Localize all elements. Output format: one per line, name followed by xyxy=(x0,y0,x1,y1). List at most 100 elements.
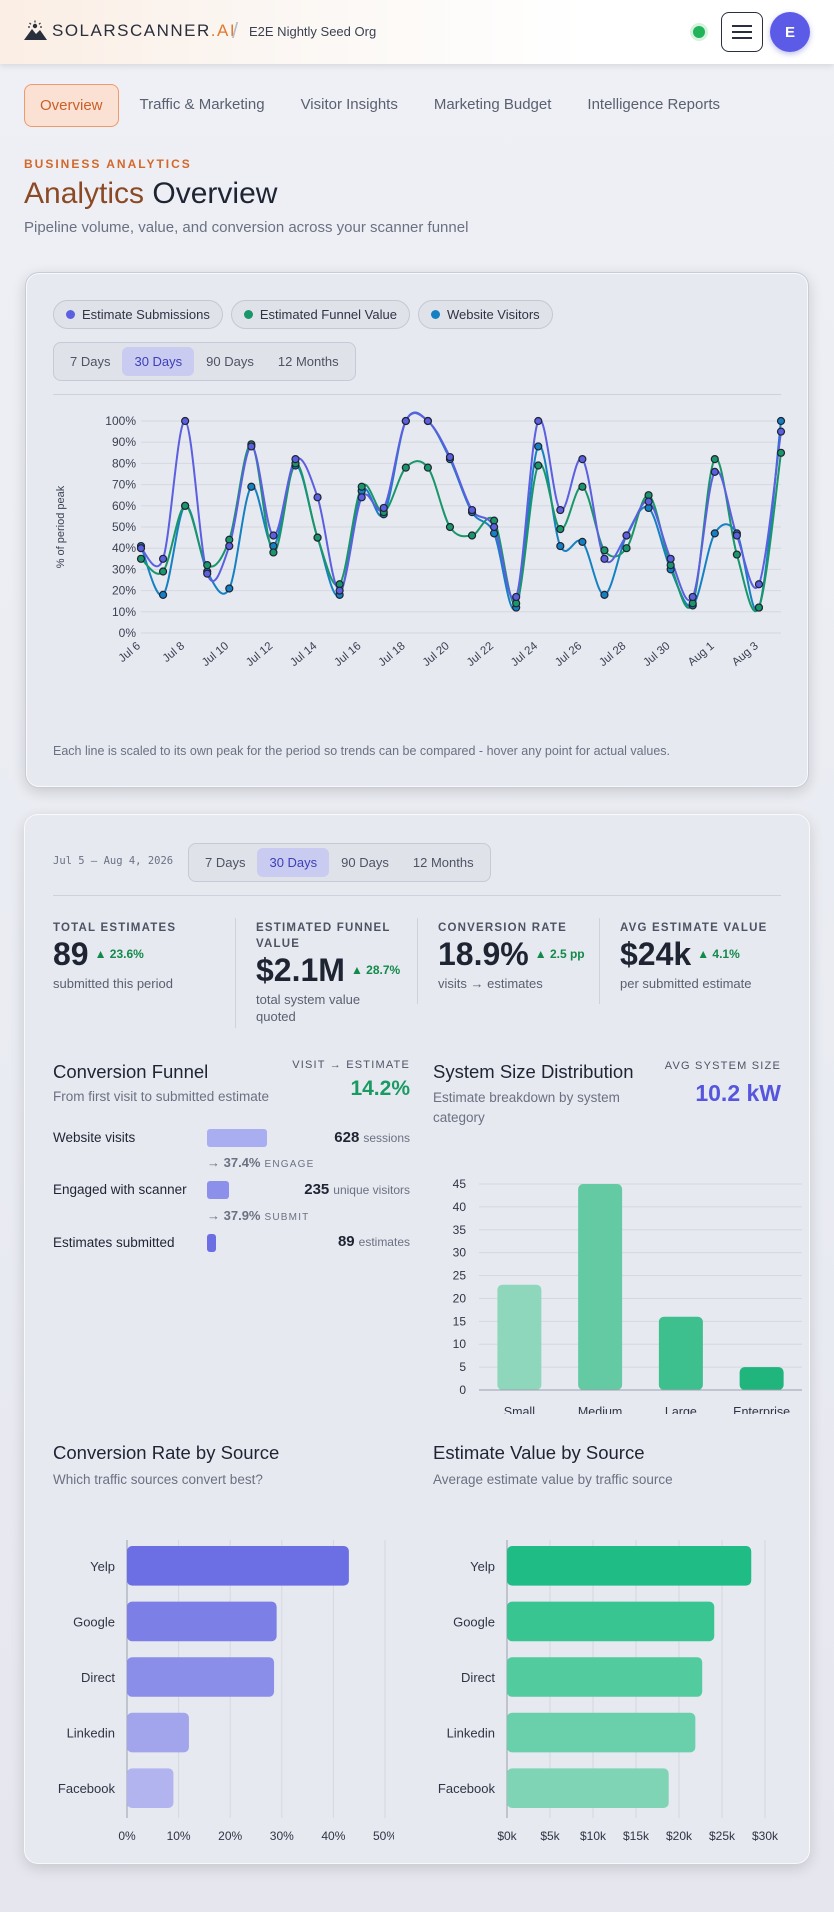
data-point xyxy=(732,531,741,540)
value-by-source-chart[interactable]: $0k $5k $10k $15k $20k $25k $30k Yelp Google Dire… xyxy=(404,1514,784,1854)
funnel-step-submit: → 37.9% SUBMIT xyxy=(207,1208,310,1223)
data-point xyxy=(313,533,322,542)
funnel-subtitle: From first visit to submitted estimate xyxy=(53,1089,270,1104)
y-tick-label: 10% xyxy=(112,605,136,619)
data-point xyxy=(181,501,190,510)
data-point xyxy=(247,442,256,451)
value-source-subtitle: Average estimate value by traffic source xyxy=(433,1472,673,1487)
bar-large xyxy=(658,1316,703,1390)
bar-facebook xyxy=(127,1768,174,1808)
funnel-step-engage: → 37.4% ENGAGE xyxy=(207,1155,315,1170)
data-point xyxy=(225,584,234,593)
x-tick-label: Jul 24 xyxy=(509,640,541,669)
tab-visitor-insights[interactable]: Visitor Insights xyxy=(300,96,398,113)
value-source-title: Estimate Value by Source xyxy=(433,1442,645,1463)
kpi-total-estimates: TOTAL ESTIMATES 89 ▲ 23.6% submitted this… xyxy=(53,922,177,991)
range-30-days[interactable]: 30 Days xyxy=(122,347,195,376)
range-7-days[interactable]: 7 Days xyxy=(70,354,111,369)
range-12-months[interactable]: 12 Months xyxy=(412,855,474,870)
data-point xyxy=(534,416,543,426)
x-tick-label: Jul 6 xyxy=(117,640,143,665)
bar-yelp xyxy=(127,1546,349,1586)
data-point xyxy=(203,561,212,570)
range-12-months[interactable]: 12 Months xyxy=(277,354,339,369)
y-tick-label: Linkedin xyxy=(447,1726,495,1741)
funnel-value-engaged: 235 unique visitors xyxy=(304,1181,410,1198)
data-point xyxy=(203,569,212,578)
data-point xyxy=(357,493,366,502)
legend-dot xyxy=(66,310,75,319)
data-point xyxy=(710,467,719,476)
legend-dot xyxy=(430,310,440,319)
range-7-days[interactable]: 7 Days xyxy=(205,855,246,870)
data-point xyxy=(313,493,322,502)
range-selector-summary: 7 Days 30 Days 90 Days 12 Months xyxy=(188,843,491,882)
divider xyxy=(53,394,781,395)
data-point xyxy=(401,463,410,472)
y-tick-label: Google xyxy=(73,1614,115,1629)
menu-button[interactable] xyxy=(721,12,763,52)
date-range: Jul 5 – Aug 4, 2026 xyxy=(53,855,174,867)
tab-overview[interactable]: Overview xyxy=(24,84,119,127)
kpi-conversion-rate: CONVERSION RATE 18.9% ▲ 2.5 pp visits → e… xyxy=(438,922,585,991)
data-point xyxy=(710,455,719,464)
data-point xyxy=(335,586,344,595)
y-tick-label: 35 xyxy=(453,1223,467,1237)
data-point xyxy=(556,541,565,551)
delta-badge: ▲ 28.7% xyxy=(350,963,401,977)
data-point xyxy=(291,455,300,464)
kpi-avg-estimate-value: AVG ESTIMATE VALUE $24k ▲ 4.1% per submit… xyxy=(620,922,768,991)
bar-small xyxy=(497,1284,542,1390)
bar-direct xyxy=(507,1657,703,1697)
y-tick-label: 25 xyxy=(453,1269,467,1283)
y-tick-label: Direct xyxy=(461,1670,495,1685)
y-tick-label: 50% xyxy=(112,520,136,534)
y-tick-label: 45 xyxy=(453,1177,467,1191)
kpi-separator xyxy=(417,918,418,1004)
x-tick-label: $20k xyxy=(666,1829,693,1843)
y-tick-label: 60% xyxy=(112,499,136,513)
range-90-days[interactable]: 90 Days xyxy=(341,855,389,870)
system-size-bar-chart[interactable]: 0 5 10 15 20 25 30 35 40 45 Small Medium Large Enterp… xyxy=(424,1154,804,1414)
nav-tabs: Overview Traffic & Marketing Visitor Ins… xyxy=(24,84,735,127)
org-name[interactable]: E2E Nightly Seed Org xyxy=(249,24,377,39)
legend-website-visitors[interactable]: Website Visitors xyxy=(417,300,553,329)
y-tick-label: 70% xyxy=(112,478,136,492)
legend-estimate-submissions[interactable]: Estimate Submissions xyxy=(53,300,223,329)
trend-line-chart[interactable]: 0% 10% 20% 30% 40% 50% 60% 70% 80% 90% 100% % of pe… xyxy=(26,397,806,737)
y-tick-label: 20% xyxy=(112,584,136,598)
x-tick-label: 10% xyxy=(167,1829,191,1843)
data-point xyxy=(622,531,631,540)
data-point xyxy=(467,531,477,540)
y-tick-label: Facebook xyxy=(58,1781,116,1796)
data-point xyxy=(158,590,168,599)
funnel-bar-visits xyxy=(207,1129,267,1147)
data-point xyxy=(445,452,455,462)
x-tick-label: $30k xyxy=(752,1829,779,1843)
data-point xyxy=(776,427,786,436)
data-point xyxy=(445,522,455,532)
range-30-days[interactable]: 30 Days xyxy=(257,848,330,877)
delta-badge: ▲ 4.1% xyxy=(697,947,740,961)
logo[interactable]: SOLARSCANNER.AI xyxy=(22,20,236,42)
data-point xyxy=(776,448,786,457)
funnel-value-estimates: 89 estimates xyxy=(337,1233,410,1250)
x-tick-label: Jul 26 xyxy=(553,640,584,669)
tab-intelligence-reports[interactable]: Intelligence Reports xyxy=(587,96,720,113)
legend-funnel-value[interactable]: Estimated Funnel Value xyxy=(230,300,410,329)
data-point xyxy=(578,455,587,464)
conversion-by-source-chart[interactable]: 0% 10% 20% 30% 40% 50% Yelp Google Direct Linkedi… xyxy=(24,1514,394,1854)
y-tick-label: 30 xyxy=(453,1246,467,1260)
tab-traffic-marketing[interactable]: Traffic & Marketing xyxy=(139,96,265,113)
data-point xyxy=(136,544,146,553)
data-point xyxy=(467,505,477,515)
funnel-bar-estimates xyxy=(207,1234,216,1252)
x-tick-label: $10k xyxy=(580,1829,607,1843)
y-tick-label: 40% xyxy=(112,541,136,555)
x-tick-label: 30% xyxy=(270,1829,294,1843)
avatar[interactable]: E xyxy=(770,12,810,52)
top-header: SOLARSCANNER.AI / E2E Nightly Seed Org E xyxy=(0,0,834,64)
range-90-days[interactable]: 90 Days xyxy=(206,354,254,369)
x-tick-label: Small xyxy=(504,1405,535,1414)
tab-marketing-budget[interactable]: Marketing Budget xyxy=(433,96,552,113)
